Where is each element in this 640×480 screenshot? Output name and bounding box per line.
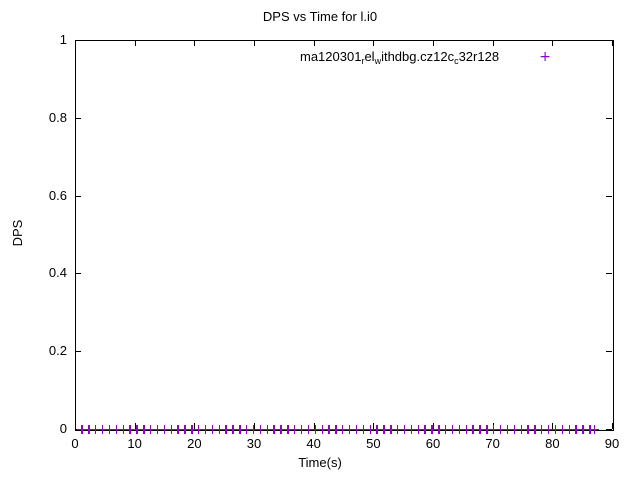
y-axis-tick-label: 1 <box>59 32 67 47</box>
x-axis-tick <box>612 423 613 429</box>
x-axis-tick-top <box>75 40 76 46</box>
x-axis-tick <box>373 423 375 429</box>
x-axis-tick <box>194 423 196 429</box>
y-axis-tick <box>75 351 81 353</box>
x-axis-tick-label: 30 <box>246 436 262 451</box>
y-axis-tick-label: 0.2 <box>48 343 67 359</box>
y-axis-tick-right <box>606 351 612 353</box>
x-axis-tick-label: 40 <box>306 436 321 451</box>
x-axis-tick-top <box>552 40 554 46</box>
x-axis-tick-label: 10 <box>127 436 142 451</box>
x-axis-tick <box>75 423 76 429</box>
x-axis-tick-label: 0 <box>71 436 79 451</box>
x-axis-tick <box>492 423 494 429</box>
y-axis-tick <box>75 195 81 197</box>
x-axis-tick-top <box>492 40 494 46</box>
y-axis-tick-right <box>606 195 612 197</box>
legend-series-label: ma120301relwithdbg.cz12cc32r128 <box>300 49 500 66</box>
y-axis-tick-label: 0.8 <box>48 109 67 125</box>
x-axis-tick-top <box>313 40 315 46</box>
y-axis-tick <box>75 117 81 119</box>
x-axis-tick <box>313 423 315 429</box>
y-axis-tick-right <box>606 273 612 275</box>
x-axis-tick-label: 70 <box>485 436 500 451</box>
chart-legend: ma120301relwithdbg.cz12cc32r128 + <box>300 48 555 66</box>
x-axis-tick-top <box>612 40 613 46</box>
y-axis-tick-label: 0 <box>59 421 67 436</box>
x-axis-tick-label: 50 <box>366 436 381 451</box>
x-axis-tick-top <box>194 40 196 46</box>
x-axis-title: Time(s) <box>298 455 342 470</box>
legend-marker-plus-icon: + <box>539 49 551 65</box>
x-axis-tick <box>134 423 136 429</box>
x-axis-tick-top <box>134 40 136 46</box>
y-axis-tick <box>75 429 81 430</box>
y-axis-tick-label: 0.6 <box>48 187 67 203</box>
x-axis-tick <box>433 423 434 429</box>
x-axis-tick-top <box>254 40 255 46</box>
x-axis-tick-label: 90 <box>604 436 620 451</box>
y-axis-tick-label: 0.4 <box>48 265 67 281</box>
chart-title: DPS vs Time for l.i0 <box>262 9 378 24</box>
y-axis-tick <box>75 40 81 41</box>
y-axis-tick-right <box>606 40 612 41</box>
plot-frame <box>75 40 614 431</box>
y-axis-title: DPS <box>10 219 25 247</box>
plot-area: 0 0.2 0.4 0.6 0.8 1 0 10 20 30 40 50 60 70 80 90 <box>49 33 619 451</box>
y-axis-tick <box>75 273 81 275</box>
x-axis-tick <box>552 423 554 429</box>
x-axis-tick-top <box>433 40 434 46</box>
x-axis-tick <box>254 423 255 429</box>
x-axis-tick-label: 20 <box>187 436 202 451</box>
x-axis-tick-label: 80 <box>545 436 560 451</box>
y-axis-tick-right <box>606 117 612 119</box>
x-axis-tick-label: 60 <box>425 436 441 451</box>
y-axis-tick-right <box>606 429 612 430</box>
x-axis-tick-top <box>373 40 375 46</box>
